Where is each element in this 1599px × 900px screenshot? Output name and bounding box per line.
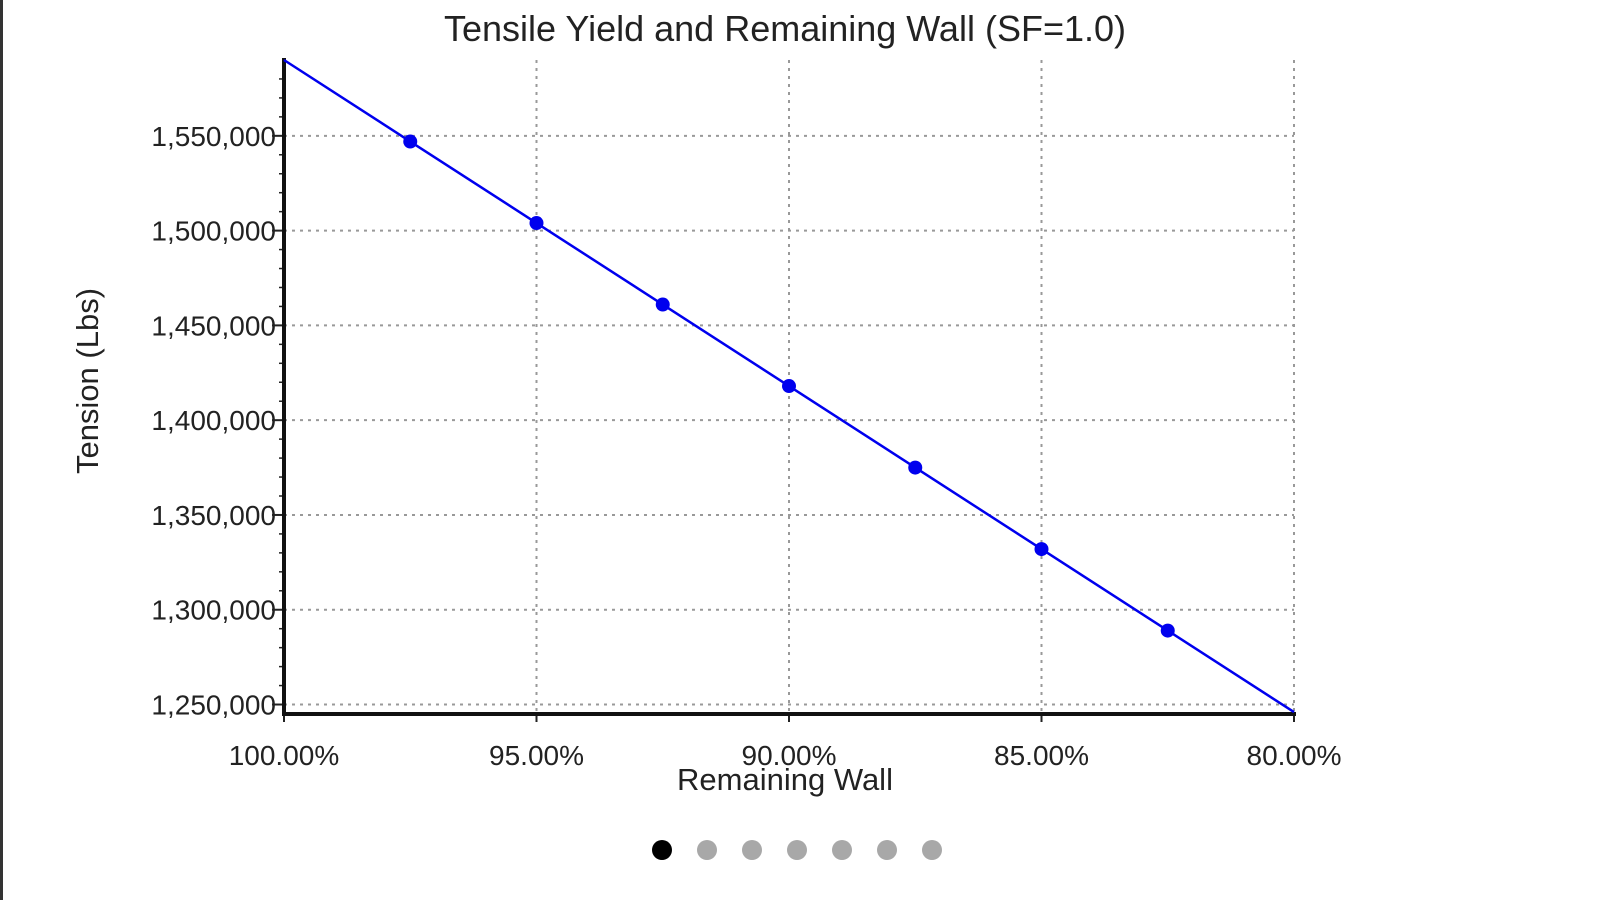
- page-dot[interactable]: [877, 840, 897, 860]
- y-tick-label: 1,300,000: [151, 595, 276, 626]
- page-dot[interactable]: [787, 840, 807, 860]
- data-point: [403, 134, 418, 149]
- data-point: [1034, 542, 1049, 557]
- y-tick-label: 1,500,000: [151, 216, 276, 247]
- page-dot[interactable]: [652, 840, 672, 860]
- y-tick-label: 1,400,000: [151, 405, 276, 436]
- y-tick-label: 1,250,000: [151, 690, 276, 721]
- chart-title: Tensile Yield and Remaining Wall (SF=1.0…: [444, 8, 1126, 49]
- data-point: [655, 297, 670, 312]
- data-point: [529, 216, 544, 231]
- data-point: [908, 460, 923, 475]
- x-tick-label: 80.00%: [1247, 740, 1342, 771]
- x-tick-label: 95.00%: [489, 740, 584, 771]
- data-point: [1160, 623, 1175, 638]
- x-axis-label: Remaining Wall: [677, 762, 893, 797]
- page-dot[interactable]: [922, 840, 942, 860]
- page-dot[interactable]: [742, 840, 762, 860]
- y-tick-label: 1,350,000: [151, 500, 276, 531]
- y-tick-label: 1,550,000: [151, 121, 276, 152]
- page-indicator[interactable]: [652, 837, 942, 863]
- page-dot[interactable]: [832, 840, 852, 860]
- x-tick-label: 100.00%: [229, 740, 340, 771]
- page-dot[interactable]: [697, 840, 717, 860]
- x-tick-label: 90.00%: [742, 740, 837, 771]
- data-point: [782, 379, 796, 394]
- x-tick-label: 85.00%: [994, 740, 1089, 771]
- y-tick-label: 1,450,000: [151, 310, 276, 341]
